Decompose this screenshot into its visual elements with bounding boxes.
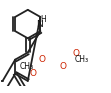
- Text: O: O: [72, 49, 79, 58]
- Text: O: O: [29, 69, 36, 78]
- Text: CH₃: CH₃: [20, 62, 34, 71]
- Text: N: N: [36, 20, 43, 29]
- Text: H: H: [40, 15, 46, 24]
- Text: O: O: [39, 55, 46, 64]
- Text: CH₃: CH₃: [74, 55, 88, 64]
- Text: O: O: [59, 62, 66, 71]
